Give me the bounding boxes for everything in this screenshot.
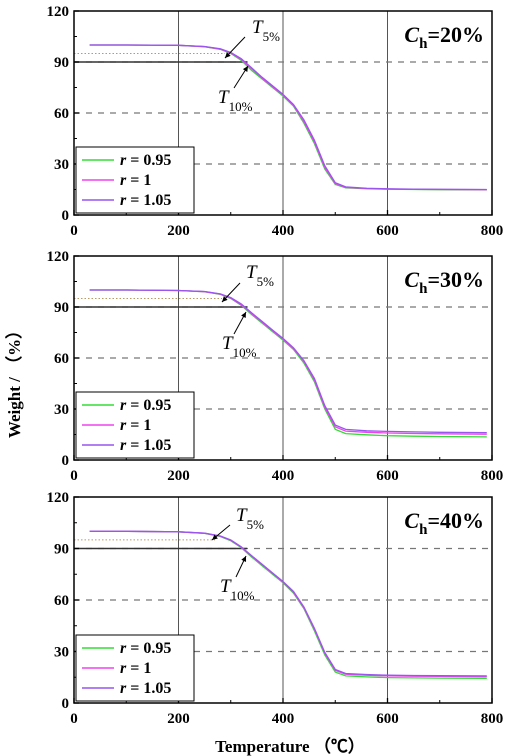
t10-arrow [235,555,247,578]
legend-entry: r = 1 [120,172,151,189]
x-tick-label: 0 [70,468,78,484]
t5-arrow [224,36,246,59]
x-tick-label: 200 [167,711,190,727]
y-axis-title: Weight / （%） [4,322,24,438]
t10-arrow [233,65,249,89]
panel-3: 0 200 400 600 800 0 30 60 90 120 Ch=40% T5% T10% r = … [47,490,504,727]
t5-arrow [211,524,231,541]
t5-annotation: T5% [252,17,280,44]
x-tick-label: 0 [70,223,78,239]
y-tick-label: 0 [62,453,70,469]
x-tick-label: 800 [481,711,504,727]
legend-entry: r = 1 [120,660,151,677]
y-tick-label: 120 [47,249,70,265]
panel-label: Ch=20% [404,22,484,52]
t5-annotation: T5% [236,505,264,532]
y-tick-label: 30 [54,645,69,661]
t5-annotation: T5% [246,262,274,289]
y-tick-label: 0 [62,208,70,224]
x-tick-label: 0 [70,711,78,727]
legend: r = 0.95 r = 1 r = 1.05 [75,634,195,702]
t10-annotation: T10% [220,576,255,603]
x-tick-label: 600 [376,223,399,239]
x-tick-label: 400 [272,468,295,484]
legend-entry: r = 1 [120,417,151,434]
y-tick-label: 30 [54,402,69,418]
legend: r = 0.95 r = 1 r = 1.05 [75,391,195,459]
y-tick-label: 60 [54,106,69,122]
legend: r = 0.95 r = 1 r = 1.05 [75,146,195,214]
legend-entry: r = 1.05 [120,437,171,454]
y-tick-label: 90 [54,542,69,558]
t10-annotation: T10% [222,333,257,360]
t10-arrow [233,311,247,335]
x-tick-label: 200 [167,468,190,484]
y-tick-label: 60 [54,351,69,367]
series-line-r-1-05 [89,530,487,677]
x-axis-title: Temperature （℃） [215,736,365,756]
y-tick-label: 90 [54,55,69,71]
y-tick-label: 90 [54,300,69,316]
x-tick-label: 800 [481,223,504,239]
y-tick-label: 120 [47,490,70,506]
y-tick-label: 30 [54,157,69,173]
x-tick-label: 600 [376,711,399,727]
series-line-r-1-05 [89,44,487,191]
legend-entry: r = 1.05 [120,192,171,209]
x-tick-label: 400 [272,711,295,727]
legend-entry: r = 1.05 [120,680,171,697]
t10-annotation: T10% [218,87,253,114]
x-tick-label: 800 [481,468,504,484]
panel-label: Ch=40% [404,508,484,538]
panel-label: Ch=30% [404,267,484,297]
x-tick-label: 600 [376,468,399,484]
legend-entry: r = 0.95 [120,397,171,414]
panel-2: 0 200 400 600 800 0 30 60 90 120 Ch=30% T5% T10% r = … [47,249,504,484]
x-tick-label: 200 [167,223,190,239]
panel-1: 0 200 400 600 800 0 30 60 90 120 Ch=20% T5% T10% r = … [47,4,504,239]
y-tick-label: 120 [47,4,70,20]
legend-entry: r = 0.95 [120,640,171,657]
t5-arrow [221,282,241,303]
series-line-r-1-05 [89,289,487,434]
legend-entry: r = 0.95 [120,152,171,169]
y-tick-label: 0 [62,696,70,712]
x-tick-label: 400 [272,223,295,239]
y-tick-label: 60 [54,593,69,609]
